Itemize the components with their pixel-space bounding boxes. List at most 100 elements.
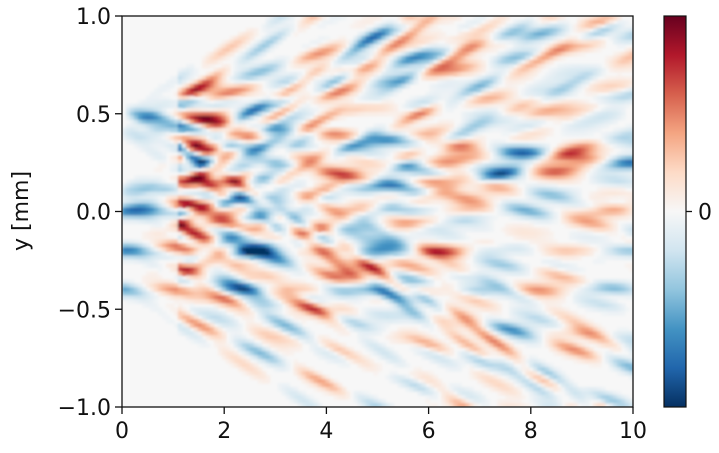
field-cell: [309, 187, 315, 193]
field-cell: [273, 351, 279, 356]
field-cell: [253, 207, 259, 213]
field-cell: [337, 59, 343, 65]
field-cell: [145, 219, 151, 225]
field-cell: [397, 283, 403, 288]
field-cell: [205, 119, 211, 125]
field-cell: [233, 43, 239, 49]
field-cell: [265, 271, 271, 276]
field-cell: [361, 247, 367, 252]
field-cell: [137, 239, 143, 245]
field-cell: [261, 327, 267, 332]
field-cell: [297, 163, 303, 169]
field-cell: [125, 203, 131, 209]
field-cell: [305, 247, 311, 252]
field-cell: [233, 307, 239, 312]
field-cell: [357, 335, 363, 340]
field-cell: [349, 155, 355, 161]
field-cell: [357, 391, 363, 396]
field-cell: [393, 199, 399, 205]
field-cell: [245, 339, 251, 344]
field-cell: [361, 47, 367, 53]
field-cell: [177, 187, 183, 193]
field-cell: [245, 59, 251, 65]
field-cell: [385, 171, 391, 177]
field-cell: [321, 163, 327, 169]
field-cell: [209, 291, 215, 296]
field-cell: [357, 331, 363, 336]
field-cell: [353, 171, 359, 177]
field-cell: [401, 207, 407, 213]
field-cell: [193, 227, 199, 233]
field-cell: [201, 263, 207, 268]
field-cell: [125, 291, 131, 296]
field-cell: [293, 91, 299, 97]
field-cell: [157, 107, 163, 113]
field-cell: [329, 175, 335, 181]
field-cell: [221, 115, 227, 121]
field-cell: [369, 343, 375, 348]
field-cell: [269, 59, 275, 65]
field-cell: [297, 119, 303, 125]
field-cell: [125, 243, 131, 249]
field-cell: [257, 227, 263, 233]
field-cell: [213, 79, 219, 85]
field-cell: [269, 63, 275, 69]
field-cell: [177, 251, 183, 256]
field-cell: [217, 211, 223, 217]
field-cell: [141, 179, 147, 185]
field-cell: [185, 107, 191, 113]
field-cell: [317, 295, 323, 300]
field-cell: [325, 199, 331, 205]
field-cell: [365, 171, 371, 177]
field-cell: [393, 35, 399, 41]
field-cell: [217, 239, 223, 245]
field-cell: [273, 103, 279, 109]
field-cell: [277, 19, 283, 25]
field-cell: [345, 95, 351, 101]
field-cell: [381, 155, 387, 161]
field-cell: [133, 175, 139, 181]
field-cell: [353, 199, 359, 205]
field-cell: [393, 23, 399, 29]
field-cell: [273, 127, 279, 133]
field-cell: [353, 295, 359, 300]
field-cell: [125, 211, 131, 217]
field-cell: [309, 231, 315, 237]
field-cell: [317, 207, 323, 213]
field-cell: [245, 351, 251, 356]
field-cell: [273, 319, 279, 324]
field-cell: [377, 367, 383, 372]
field-cell: [157, 187, 163, 193]
field-cell: [181, 83, 187, 89]
field-cell: [369, 191, 375, 197]
field-cell: [321, 35, 327, 41]
field-cell: [409, 283, 415, 288]
field-cell: [353, 291, 359, 296]
field-cell: [389, 267, 395, 272]
field-cell: [173, 307, 179, 312]
field-cell: [369, 231, 375, 237]
field-cell: [389, 303, 395, 308]
field-cell: [245, 311, 251, 316]
field-cell: [285, 31, 291, 37]
field-cell: [301, 179, 307, 185]
field-cell: [201, 79, 207, 85]
field-cell: [257, 119, 263, 125]
field-cell: [265, 27, 271, 33]
field-cell: [201, 139, 207, 145]
field-cell: [157, 219, 163, 225]
field-cell: [285, 331, 291, 336]
field-cell: [285, 147, 291, 153]
field-cell: [277, 163, 283, 169]
field-cell: [257, 203, 263, 209]
field-cell: [221, 331, 227, 336]
field-cell: [173, 123, 179, 129]
field-cell: [233, 235, 239, 241]
field-cell: [405, 31, 411, 37]
field-cell: [213, 107, 219, 113]
field-cell: [197, 311, 203, 316]
field-cell: [389, 139, 395, 145]
field-cell: [289, 195, 295, 201]
field-cell: [369, 335, 375, 340]
field-cell: [229, 355, 235, 360]
